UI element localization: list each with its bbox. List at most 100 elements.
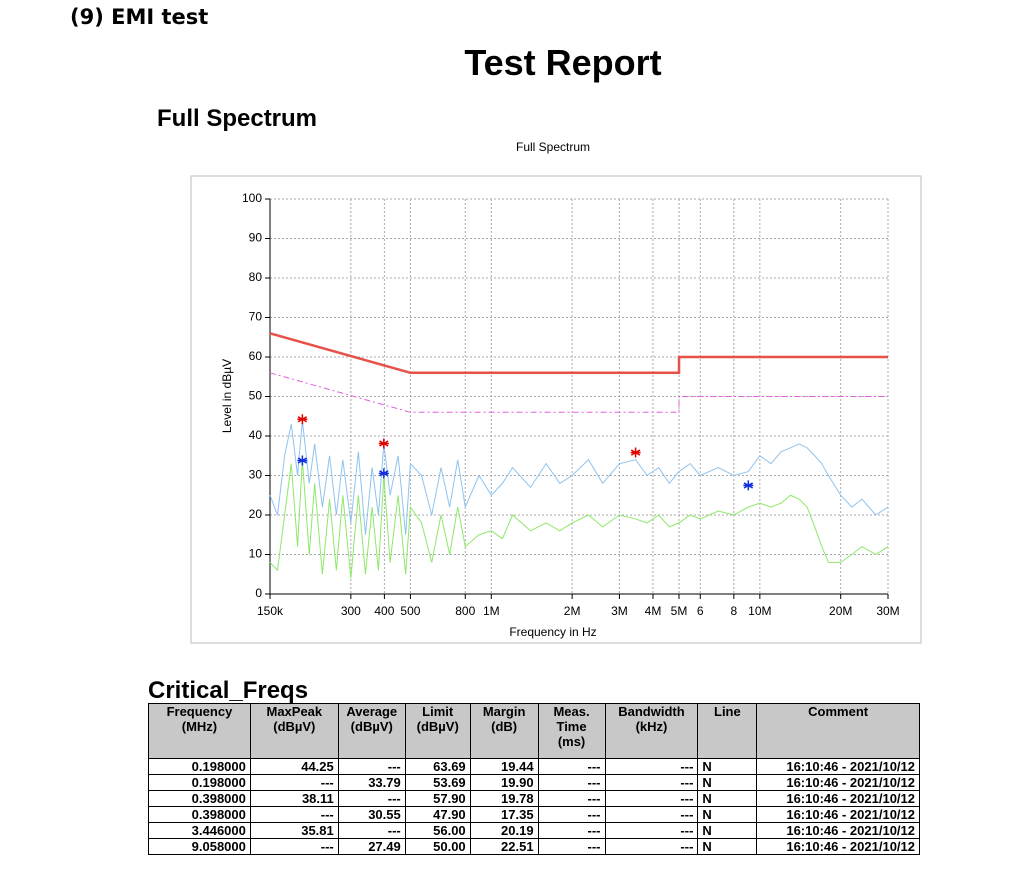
cell: N xyxy=(697,838,758,855)
cell: N xyxy=(697,822,758,839)
y-tick-label: 80 xyxy=(249,270,263,284)
cell: 19.90 xyxy=(469,774,539,791)
x-tick-label: 3M xyxy=(611,604,628,618)
cell: --- xyxy=(249,774,339,791)
cell: 63.69 xyxy=(404,758,471,775)
chart: Full Spectrum Frequency in Hz Level in d… xyxy=(190,140,922,644)
cell: 16:10:46 - 2021/10/12 xyxy=(756,758,920,775)
cell: N xyxy=(697,790,758,807)
y-axis-label: Level in dBµV xyxy=(220,359,234,433)
cell: --- xyxy=(537,822,606,839)
header-cell: Frequency (MHz) xyxy=(148,703,251,759)
cell: 0.398000 xyxy=(148,790,251,807)
y-tick-label: 0 xyxy=(255,586,262,600)
x-tick-label: 300 xyxy=(341,604,361,618)
cell: --- xyxy=(249,838,339,855)
cell: --- xyxy=(537,790,606,807)
x-tick-label: 1M xyxy=(483,604,500,618)
y-tick-label: 60 xyxy=(249,349,263,363)
x-tick-label: 6 xyxy=(697,604,704,618)
y-tick-label: 70 xyxy=(249,310,263,324)
cell: --- xyxy=(337,790,406,807)
report-title: Test Report xyxy=(464,42,662,83)
cell: 38.11 xyxy=(249,790,339,807)
cell: --- xyxy=(604,790,699,807)
chart-title: Full Spectrum xyxy=(516,140,590,154)
section-title: Full Spectrum xyxy=(157,105,318,132)
trace xyxy=(269,332,888,375)
x-axis-label: Frequency in Hz xyxy=(509,625,596,639)
cell: 44.25 xyxy=(249,758,339,775)
cell: --- xyxy=(249,806,339,823)
cell: 9.058000 xyxy=(148,838,251,855)
cell: 53.69 xyxy=(404,774,471,791)
table-title: Critical_Freqs xyxy=(148,677,309,704)
data-row: 0.198000 --- 33.79 53.69 19.90 --- --- N 16:10:4… xyxy=(148,774,920,791)
y-tick-label: 10 xyxy=(249,547,263,561)
header-cell: MaxPeak (dBµV) xyxy=(249,703,339,759)
trace xyxy=(269,372,888,413)
y-tick-label: 30 xyxy=(249,468,263,482)
cell: N xyxy=(697,806,758,823)
header-cell: Average (dBµV) xyxy=(337,703,406,759)
cell: 16:10:46 - 2021/10/12 xyxy=(756,774,920,791)
peak-marker xyxy=(378,468,389,479)
cell: 3.446000 xyxy=(148,822,251,839)
cell: --- xyxy=(537,758,606,775)
data-row: 0.398000 38.11 --- 57.90 19.78 --- --- N 16:10:4… xyxy=(148,790,920,807)
cell: 30.55 xyxy=(337,806,406,823)
cell: 19.78 xyxy=(469,790,539,807)
x-tick-label: 500 xyxy=(400,604,420,618)
header-cell: Line xyxy=(697,703,758,759)
cell: --- xyxy=(537,838,606,855)
cell: N xyxy=(697,774,758,791)
x-tick-label: 30M xyxy=(876,604,899,618)
cell: --- xyxy=(604,774,699,791)
cell: 33.79 xyxy=(337,774,406,791)
header-cell: Bandwidth (kHz) xyxy=(604,703,699,759)
header-row: Frequency (MHz) MaxPeak (dBµV) Average (dB… xyxy=(148,703,920,759)
cell: 27.49 xyxy=(337,838,406,855)
trace xyxy=(269,459,889,579)
cell: 22.51 xyxy=(469,838,539,855)
header-cell: Meas. Time (ms) xyxy=(537,703,606,759)
peak-marker xyxy=(297,455,308,466)
cell: 35.81 xyxy=(249,822,339,839)
cell: 56.00 xyxy=(404,822,471,839)
critical-freqs-table: Frequency (MHz) MaxPeak (dBµV) Average (dB… xyxy=(148,703,920,855)
cell: 0.198000 xyxy=(148,774,251,791)
heading: (9) EMI test xyxy=(70,5,209,29)
peak-marker xyxy=(743,480,754,491)
cell: --- xyxy=(537,806,606,823)
chart-frame xyxy=(190,175,922,644)
peak-marker xyxy=(378,438,389,449)
cell: N xyxy=(697,758,758,775)
x-tick-label: 400 xyxy=(374,604,394,618)
x-tick-label: 8 xyxy=(730,604,737,618)
peak-marker xyxy=(297,414,308,425)
y-tick-label: 50 xyxy=(249,389,263,403)
data-row: 0.398000 --- 30.55 47.90 17.35 --- --- N 16:10:4… xyxy=(148,806,920,823)
cell: 0.398000 xyxy=(148,806,251,823)
x-tick-label: 800 xyxy=(455,604,475,618)
x-tick-label: 150k xyxy=(257,604,284,618)
cell: 16:10:46 - 2021/10/12 xyxy=(756,790,920,807)
cell: 0.198000 xyxy=(148,758,251,775)
data-row: 9.058000 --- 27.49 50.00 22.51 --- --- N 16:10:4… xyxy=(148,838,920,855)
peak-marker xyxy=(630,447,641,458)
cell: --- xyxy=(604,758,699,775)
header-cell: Margin (dB) xyxy=(469,703,539,759)
data-row: 3.446000 35.81 --- 56.00 20.19 --- --- N 16:10:4… xyxy=(148,822,920,839)
cell: --- xyxy=(604,806,699,823)
x-tick-label: 2M xyxy=(564,604,581,618)
x-tick-label: 20M xyxy=(829,604,852,618)
cell: 47.90 xyxy=(404,806,471,823)
cell: 16:10:46 - 2021/10/12 xyxy=(756,822,920,839)
cell: 16:10:46 - 2021/10/12 xyxy=(756,806,920,823)
y-tick-label: 90 xyxy=(249,231,263,245)
cell: --- xyxy=(337,822,406,839)
cell: --- xyxy=(337,758,406,775)
x-tick-label: 10M xyxy=(748,604,771,618)
cell: --- xyxy=(537,774,606,791)
